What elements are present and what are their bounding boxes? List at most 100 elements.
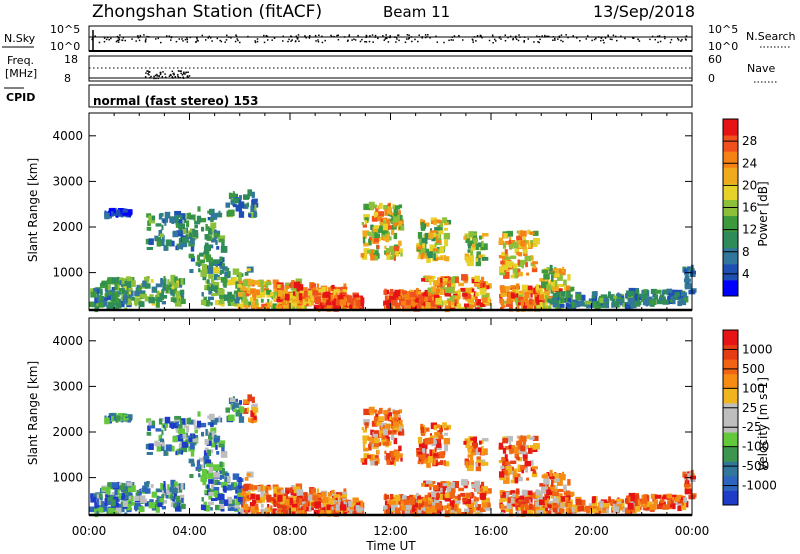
power-cell: [686, 280, 690, 287]
sky-dot: [562, 40, 564, 43]
velocity-cell: [233, 495, 240, 501]
sky-dot: [186, 38, 189, 41]
velocity-cell: [518, 496, 524, 503]
sky-dot: [207, 37, 209, 39]
power-cell: [514, 248, 520, 254]
sky-dot: [254, 41, 257, 44]
velocity-cell: [568, 509, 574, 513]
velocity-cell: [432, 449, 436, 457]
velocity-cell: [228, 502, 236, 507]
power-cell: [539, 278, 546, 282]
power-cell: [596, 301, 601, 306]
power-cell: [174, 210, 182, 218]
freq-dot: [164, 76, 167, 78]
sky-dot: [554, 37, 556, 40]
power-cell: [210, 279, 215, 285]
power-cell: [382, 234, 390, 241]
power-cell: [136, 284, 139, 289]
velocity-cell: [466, 494, 470, 502]
power-cell: [500, 260, 505, 265]
velocity-cell: [374, 438, 381, 443]
sky-dot: [201, 34, 204, 37]
power-cell: [643, 302, 650, 306]
velocity-cell: [114, 511, 118, 516]
velocity-cell: [635, 505, 641, 512]
power-cell: [389, 245, 395, 253]
velocity-cell: [383, 505, 388, 510]
power-cell: [122, 212, 129, 216]
velocity-cell: [530, 498, 533, 503]
velocity-cell: [385, 452, 391, 458]
velocity-cell: [218, 441, 225, 448]
power-cell: [444, 291, 452, 297]
power-cell: [237, 285, 243, 293]
velocity-cell: [663, 494, 670, 500]
power-cell: [247, 286, 251, 290]
velocity-cell: [201, 464, 205, 469]
velocity-cell: [209, 488, 214, 493]
power-cell: [425, 248, 430, 253]
sky-dot: [195, 41, 197, 43]
power-cell: [516, 251, 520, 256]
power-cell: [639, 296, 642, 301]
power-cell: [213, 285, 219, 292]
sky-dot: [514, 36, 517, 39]
velocity-cell: [126, 503, 131, 511]
velocity-cell: [640, 498, 648, 504]
velocity-cell: [434, 424, 441, 429]
power-cell: [219, 294, 226, 299]
power-cell: [431, 286, 437, 293]
power-cell: [98, 302, 104, 308]
power-cell: [517, 259, 521, 266]
velocity-cell: [204, 490, 210, 496]
power-cell: [387, 306, 391, 311]
colorbar-tick-label: 4: [742, 267, 750, 281]
power-cell: [118, 298, 122, 303]
velocity-cell: [215, 469, 218, 474]
velocity-cell: [360, 458, 365, 463]
power-cell: [535, 287, 541, 293]
velocity-cell: [219, 440, 226, 444]
power-cell: [477, 280, 481, 285]
power-cell: [565, 292, 569, 296]
velocity-cell: [212, 464, 220, 470]
power-cell: [280, 284, 285, 289]
velocity-cell: [238, 416, 245, 423]
power-cell: [111, 294, 116, 302]
velocity-cell: [90, 496, 97, 503]
velocity-cell: [448, 505, 451, 511]
power-cell: [188, 232, 195, 238]
velocity-cell: [232, 408, 237, 413]
velocity-cell: [583, 507, 586, 511]
velocity-cell: [197, 459, 201, 467]
power-cell: [504, 249, 508, 255]
power-colorbar-label: Power [dB]: [756, 181, 770, 246]
velocity-cell: [260, 503, 264, 508]
velocity-cell: [643, 503, 648, 509]
velocity-cell: [552, 497, 559, 503]
velocity-cell: [395, 410, 401, 415]
power-cell: [456, 303, 462, 311]
power-cell: [218, 210, 221, 218]
power-cell: [155, 295, 159, 300]
power-cell: [478, 235, 482, 240]
velocity-cell: [186, 425, 190, 433]
power-cell: [101, 300, 108, 307]
colorbar-segment: [723, 402, 738, 418]
velocity-cell: [248, 506, 252, 511]
power-cell: [405, 298, 411, 306]
power-cell: [498, 237, 504, 244]
velocity-cell: [251, 396, 255, 403]
x-axis-label: Time UT: [365, 539, 416, 553]
velocity-cell: [475, 488, 482, 493]
velocity-cell: [367, 454, 372, 459]
sky-dot: [632, 37, 635, 40]
velocity-cell: [464, 498, 471, 505]
velocity-cell: [106, 510, 109, 516]
sky-dot: [298, 40, 300, 42]
power-cell: [393, 246, 399, 252]
velocity-cell: [532, 470, 537, 474]
velocity-cell: [242, 497, 246, 504]
power-cell: [252, 294, 257, 302]
velocity-cell: [398, 426, 403, 432]
